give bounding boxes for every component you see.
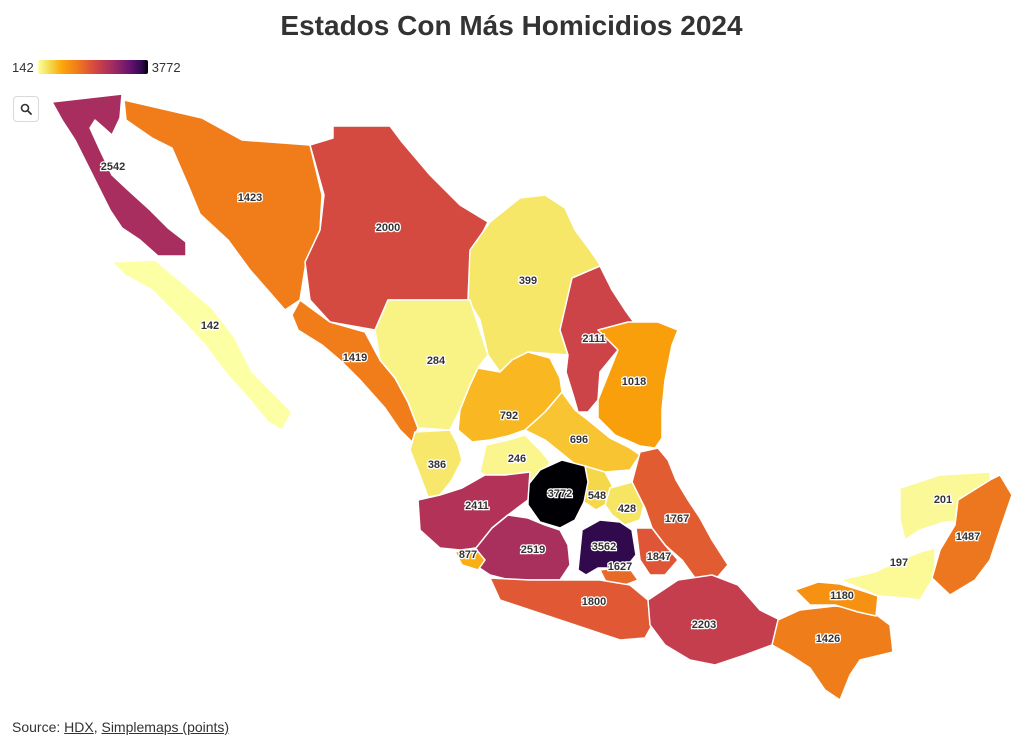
- magnifier-icon: [20, 103, 32, 115]
- state-value-label: 201: [934, 494, 952, 506]
- state-value-label: 399: [519, 275, 537, 287]
- state-value-label: 1847: [647, 551, 671, 563]
- source-separator: ,: [93, 719, 102, 735]
- state-region-29[interactable]: [931, 474, 1013, 596]
- state-value-label: 2519: [521, 544, 545, 556]
- state-value-label: 2000: [376, 222, 400, 234]
- state-region-6[interactable]: [291, 299, 419, 443]
- source-note: Source: HDX, Simplemaps (points): [12, 719, 229, 735]
- state-region-17[interactable]: [631, 447, 729, 581]
- color-legend: 142 3772: [12, 58, 181, 76]
- legend-max-label: 3772: [151, 59, 181, 75]
- state-value-label: 197: [890, 557, 908, 569]
- state-value-label: 2203: [692, 619, 716, 631]
- state-region-8[interactable]: [597, 321, 679, 449]
- state-value-label: 1800: [582, 596, 606, 608]
- state-value-label: 1426: [816, 633, 840, 645]
- state-region-19[interactable]: [474, 514, 571, 581]
- state-value-label: 386: [428, 459, 446, 471]
- state-region-22[interactable]: [635, 527, 679, 576]
- state-value-label: 1018: [622, 376, 646, 388]
- state-value-label: 246: [508, 453, 526, 465]
- state-region-11[interactable]: [409, 429, 463, 498]
- state-value-label: 877: [459, 549, 477, 561]
- state-value-label: 2111: [582, 333, 605, 345]
- state-value-label: 1419: [343, 352, 367, 364]
- state-value-label: 548: [588, 490, 606, 502]
- state-region-23[interactable]: [489, 577, 656, 641]
- state-region-18[interactable]: [577, 519, 637, 576]
- state-value-label: 1423: [238, 192, 262, 204]
- state-value-label: 1767: [665, 513, 689, 525]
- state-region-10[interactable]: [524, 391, 641, 473]
- state-region-0[interactable]: [51, 93, 187, 257]
- state-region-3[interactable]: [111, 259, 293, 431]
- state-value-label: 2542: [101, 161, 125, 173]
- state-region-7[interactable]: [374, 299, 489, 431]
- map-title: Estados Con Más Homicidios 2024: [280, 10, 743, 41]
- state-region-14[interactable]: [583, 465, 613, 511]
- state-region-26[interactable]: [794, 581, 879, 617]
- state-value-label: 696: [570, 434, 588, 446]
- state-value-label: 3772: [548, 488, 572, 500]
- state-value-label: 1487: [956, 531, 980, 543]
- state-region-1[interactable]: [123, 99, 323, 311]
- state-value-label: 1180: [830, 590, 854, 602]
- state-value-label: 792: [500, 410, 518, 422]
- source-link-hdx[interactable]: HDX: [64, 719, 94, 735]
- state-value-label: 2411: [465, 500, 489, 512]
- state-region-15[interactable]: [417, 471, 531, 551]
- state-region-20[interactable]: [454, 547, 486, 571]
- legend-gradient-bar: [37, 60, 148, 74]
- source-prefix: Source:: [12, 719, 65, 735]
- state-value-label: 3562: [592, 541, 616, 553]
- state-value-label: 1627: [608, 561, 632, 573]
- state-value-label: 428: [618, 503, 636, 515]
- source-link-simplemaps[interactable]: Simplemaps (points): [101, 719, 230, 735]
- state-value-label: 142: [201, 320, 219, 332]
- state-region-25[interactable]: [771, 605, 894, 701]
- state-value-label: 284: [427, 355, 446, 367]
- legend-min-label: 142: [12, 59, 34, 75]
- zoom-search-button[interactable]: [13, 96, 39, 122]
